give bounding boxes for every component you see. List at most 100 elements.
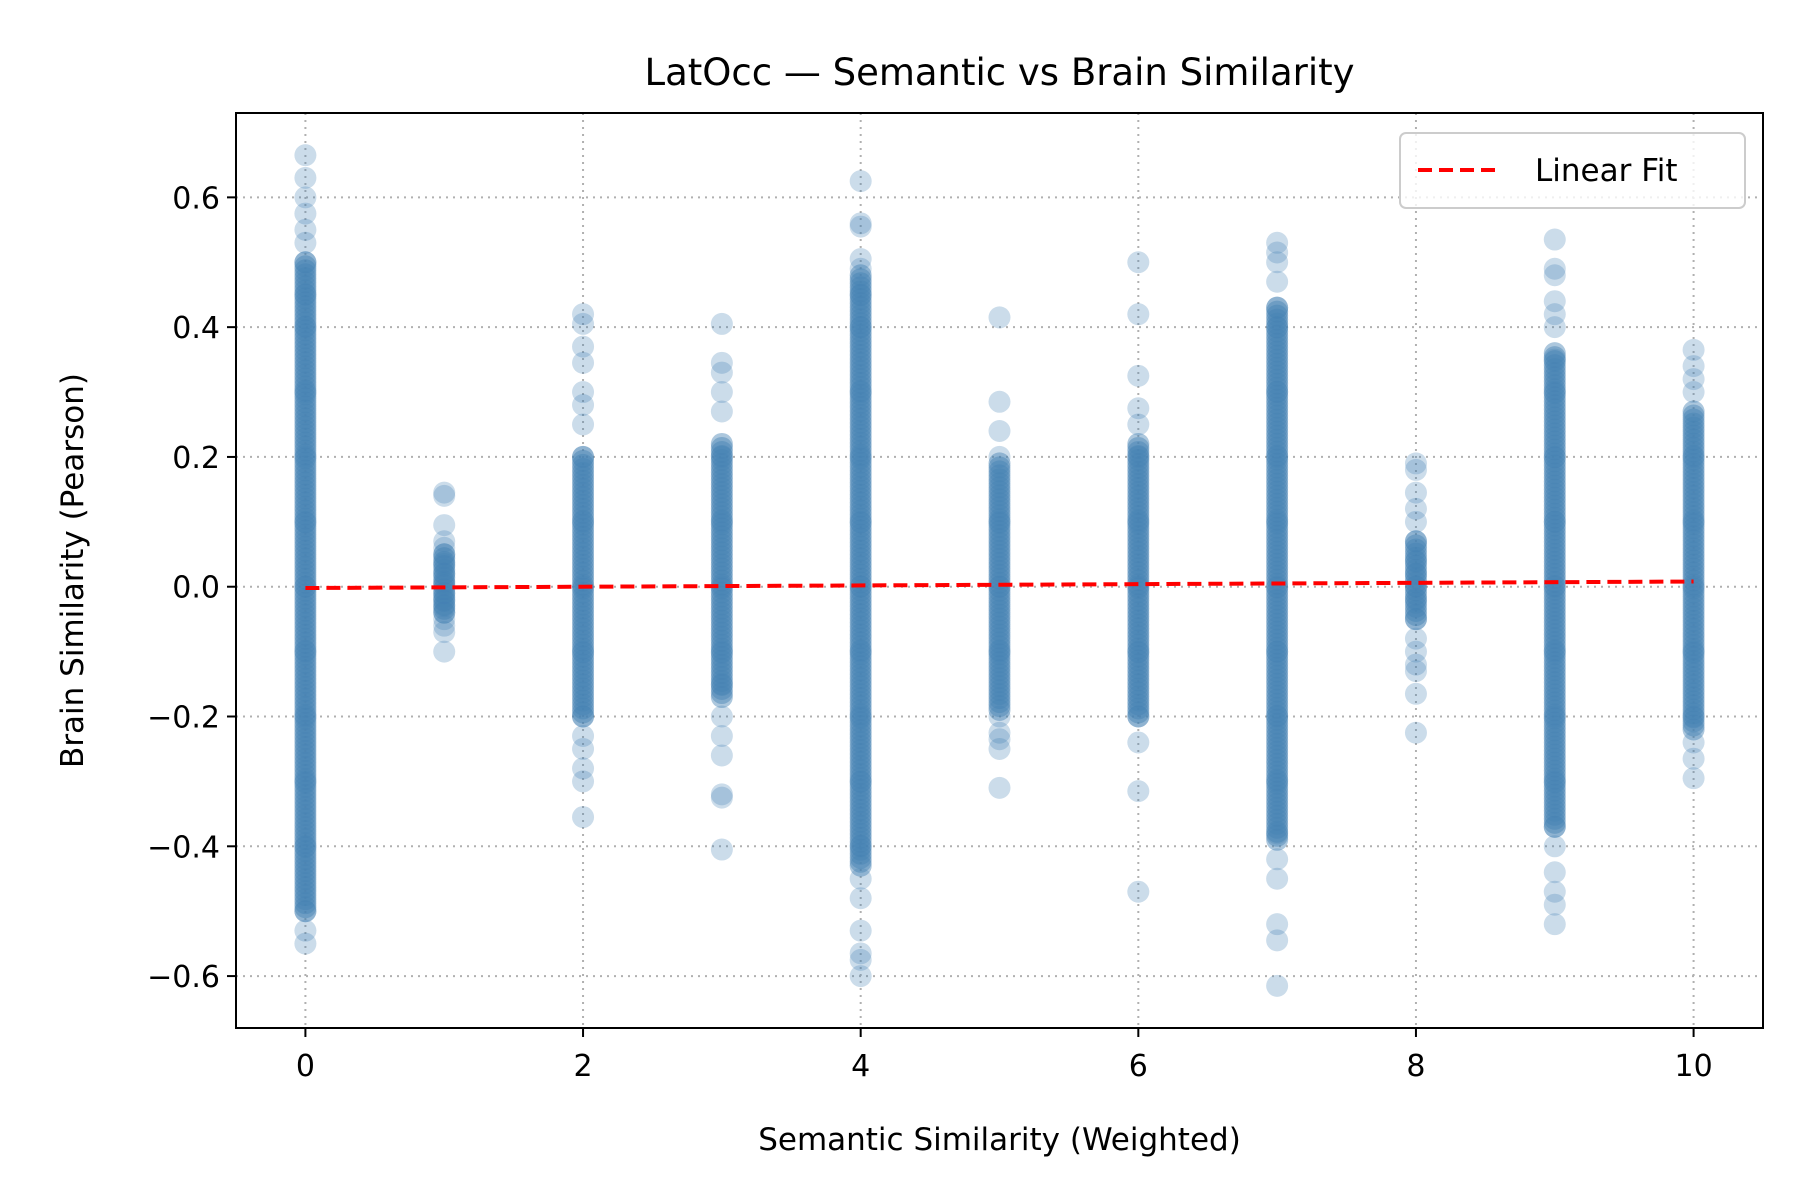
- scatter-band-point: [849, 671, 872, 694]
- scatter-band-point: [849, 415, 872, 438]
- scatter-band-point: [710, 657, 733, 680]
- scatter-band-point: [849, 459, 872, 482]
- scatter-band-point: [1266, 776, 1289, 799]
- scatter-band-point: [1543, 554, 1566, 577]
- scatter-band-point: [1682, 565, 1705, 588]
- scatter-band-point: [1266, 792, 1289, 815]
- scatter-band-point: [1404, 591, 1427, 614]
- scatter-band-point: [710, 469, 733, 492]
- scatter-point: [1127, 780, 1150, 803]
- scatter-point: [849, 770, 872, 793]
- scatter-band-point: [849, 348, 872, 371]
- scatter-band-point: [1266, 668, 1289, 691]
- scatter-band-point: [572, 685, 595, 708]
- scatter-band-point: [572, 469, 595, 492]
- scatter-band-point: [849, 563, 872, 586]
- scatter-band-point: [988, 691, 1011, 714]
- scatter-band-point: [849, 655, 872, 678]
- scatter-band-point: [849, 292, 872, 315]
- scatter-band-point: [1266, 736, 1289, 759]
- scatter-band-point: [1266, 372, 1289, 395]
- scatter-band-point: [710, 505, 733, 528]
- scatter-band-point: [1682, 420, 1705, 443]
- scatter-point: [294, 316, 317, 339]
- scatter-band-point: [1266, 432, 1289, 455]
- scatter-band-point: [294, 731, 317, 754]
- scatter-band-point: [1543, 582, 1566, 605]
- scatter-band-point: [1266, 628, 1289, 651]
- scatter-band-point: [988, 456, 1011, 479]
- scatter-band-point: [849, 511, 872, 534]
- scatter-band-point: [849, 727, 872, 750]
- scatter-band-point: [849, 591, 872, 614]
- scatter-band-point: [294, 844, 317, 867]
- scatter-band-point: [849, 619, 872, 642]
- scatter-band-point: [988, 488, 1011, 511]
- scatter-band-point: [1266, 660, 1289, 683]
- scatter-band-point: [433, 554, 456, 577]
- scatter-band-point: [1266, 608, 1289, 631]
- scatter-band-point: [294, 387, 317, 410]
- scatter-band-point: [572, 597, 595, 620]
- scatter-band-point: [1682, 549, 1705, 572]
- scatter-band-point: [1127, 513, 1150, 536]
- scatter-band-point: [1266, 712, 1289, 735]
- scatter-band-point: [1543, 695, 1566, 718]
- scatter-band-point: [1682, 489, 1705, 512]
- scatter-band-point: [1543, 558, 1566, 581]
- scatter-band-point: [1543, 783, 1566, 806]
- scatter-band-point: [1266, 672, 1289, 695]
- scatter-band-point: [1127, 697, 1150, 720]
- scatter-band-point: [849, 499, 872, 522]
- scatter-band-point: [294, 527, 317, 550]
- scatter-band-point: [988, 563, 1011, 586]
- scatter-band-point: [294, 804, 317, 827]
- scatter-band-point: [988, 631, 1011, 654]
- scatter-band-point: [1266, 596, 1289, 619]
- scatter-band-point: [294, 763, 317, 786]
- scatter-band-point: [988, 480, 1011, 503]
- scatter-band-point: [294, 667, 317, 690]
- scatter-band-point: [294, 820, 317, 843]
- scatter-point: [988, 721, 1011, 744]
- scatter-band-point: [1543, 470, 1566, 493]
- scatter-band-point: [1266, 312, 1289, 335]
- scatter-band-point: [1266, 332, 1289, 355]
- scatter-band-point: [1266, 588, 1289, 611]
- scatter-band-point: [1682, 694, 1705, 717]
- scatter-point: [1543, 316, 1566, 339]
- scatter-band-point: [1127, 481, 1150, 504]
- scatter-band-point: [1543, 643, 1566, 666]
- scatter-band-point: [710, 682, 733, 705]
- scatter-band-point: [1266, 720, 1289, 743]
- scatter-band-point: [1543, 703, 1566, 726]
- scatter-point: [294, 251, 317, 274]
- scatter-band-point: [1682, 601, 1705, 624]
- scatter-band-point: [1543, 494, 1566, 517]
- scatter-band-point: [294, 263, 317, 286]
- x-axis-title: Semantic Similarity (Weighted): [758, 1122, 1241, 1158]
- scatter-band-point: [849, 403, 872, 426]
- scatter-band-point: [1127, 689, 1150, 712]
- scatter-point: [1682, 731, 1705, 754]
- scatter-band-point: [1543, 418, 1566, 441]
- scatter-point: [1127, 413, 1150, 436]
- scatter-band-point: [1266, 752, 1289, 775]
- scatter-band-point: [294, 599, 317, 622]
- scatter-point: [1682, 767, 1705, 790]
- scatter-band-point: [710, 669, 733, 692]
- scatter-band-point: [849, 495, 872, 518]
- scatter-band-point: [1543, 615, 1566, 638]
- scatter-band-point: [1266, 756, 1289, 779]
- scatter-band-point: [294, 675, 317, 698]
- scatter-band-point: [1682, 581, 1705, 604]
- scatter-point: [294, 186, 317, 209]
- scatter-band-point: [849, 423, 872, 446]
- scatter-band-point: [849, 332, 872, 355]
- scatter-band-point: [1266, 308, 1289, 331]
- scatter-band-point: [572, 489, 595, 512]
- y-tick-label: −0.2: [147, 701, 220, 736]
- scatter-band-point: [294, 611, 317, 634]
- scatter-point: [1682, 575, 1705, 598]
- scatter-band-point: [1682, 642, 1705, 665]
